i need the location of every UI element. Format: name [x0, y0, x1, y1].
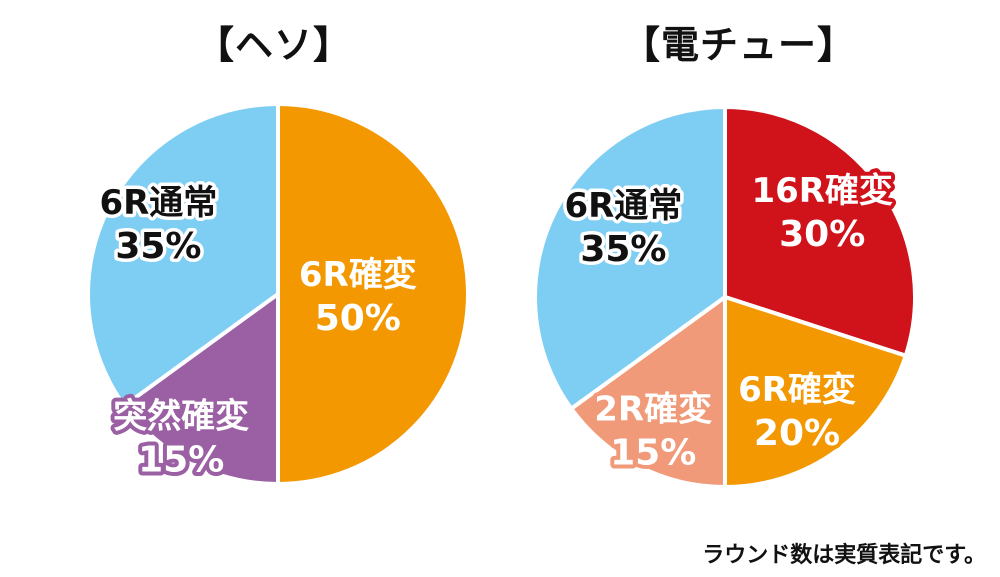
pie-denchu-slice-3	[533, 104, 727, 412]
pie-heso-pct-1: 15%	[138, 440, 224, 481]
pie-denchu-pct-3: 35%	[580, 229, 666, 270]
pie-heso-label-1: 突然確変	[113, 397, 249, 437]
pie-heso-slice-1	[121, 290, 280, 487]
pie-denchu-label-0: 16R確変	[751, 171, 893, 211]
pie-heso-pct-0: 50%	[315, 298, 401, 339]
pie-denchu-label-2: 2R確変	[594, 390, 712, 430]
pie-heso-slice-2	[86, 101, 280, 409]
pie-heso-pct-2: 35%	[115, 226, 201, 267]
pie-denchu-label-3: 6R通常	[564, 186, 682, 226]
footnote: ラウンド数は実質表記です。	[702, 543, 986, 568]
pie-heso-label-2: 6R通常	[99, 183, 217, 223]
pie-denchu-label-1: 6R確変	[738, 370, 856, 410]
chart-title-denchu: 【電チュー】	[622, 23, 857, 67]
pie-denchu-pct-1: 20%	[754, 413, 840, 454]
pie-denchu-slice-1	[723, 294, 909, 490]
pie-heso-label-0: 6R確変	[299, 255, 417, 295]
pie-heso-slice-0	[276, 101, 470, 487]
pie-denchu-pct-2: 15%	[610, 433, 696, 474]
pie-denchu-slice-0	[723, 104, 917, 359]
pie-denchu-pct-0: 30%	[779, 214, 865, 255]
chart-title-heso: 【ヘソ】	[196, 23, 353, 67]
pie-denchu-slice-2	[568, 293, 727, 490]
